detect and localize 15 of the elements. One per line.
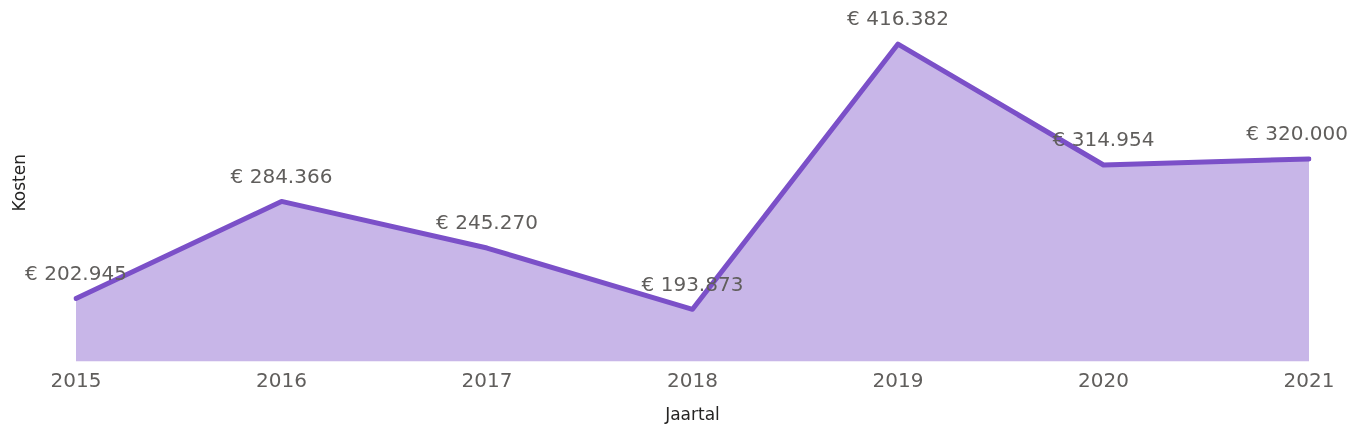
data-label: € 320.000: [1246, 121, 1348, 146]
x-tick-label: 2015: [50, 367, 102, 392]
data-label: € 416.382: [847, 6, 949, 31]
x-axis-title: Jaartal: [664, 404, 720, 425]
data-label: € 202.945: [25, 260, 127, 285]
x-tick-label: 2020: [1078, 367, 1129, 392]
y-axis-title: Kosten: [8, 154, 29, 212]
data-label: € 314.954: [1052, 127, 1155, 152]
x-tick-label: 2018: [667, 367, 718, 392]
data-label: € 284.366: [230, 163, 333, 188]
data-label: € 245.270: [436, 210, 538, 235]
x-tick-label: 2021: [1283, 367, 1335, 392]
x-tick-label: 2016: [256, 367, 307, 392]
x-tick-label: 2019: [872, 367, 924, 392]
x-tick-label: 2017: [461, 367, 513, 392]
